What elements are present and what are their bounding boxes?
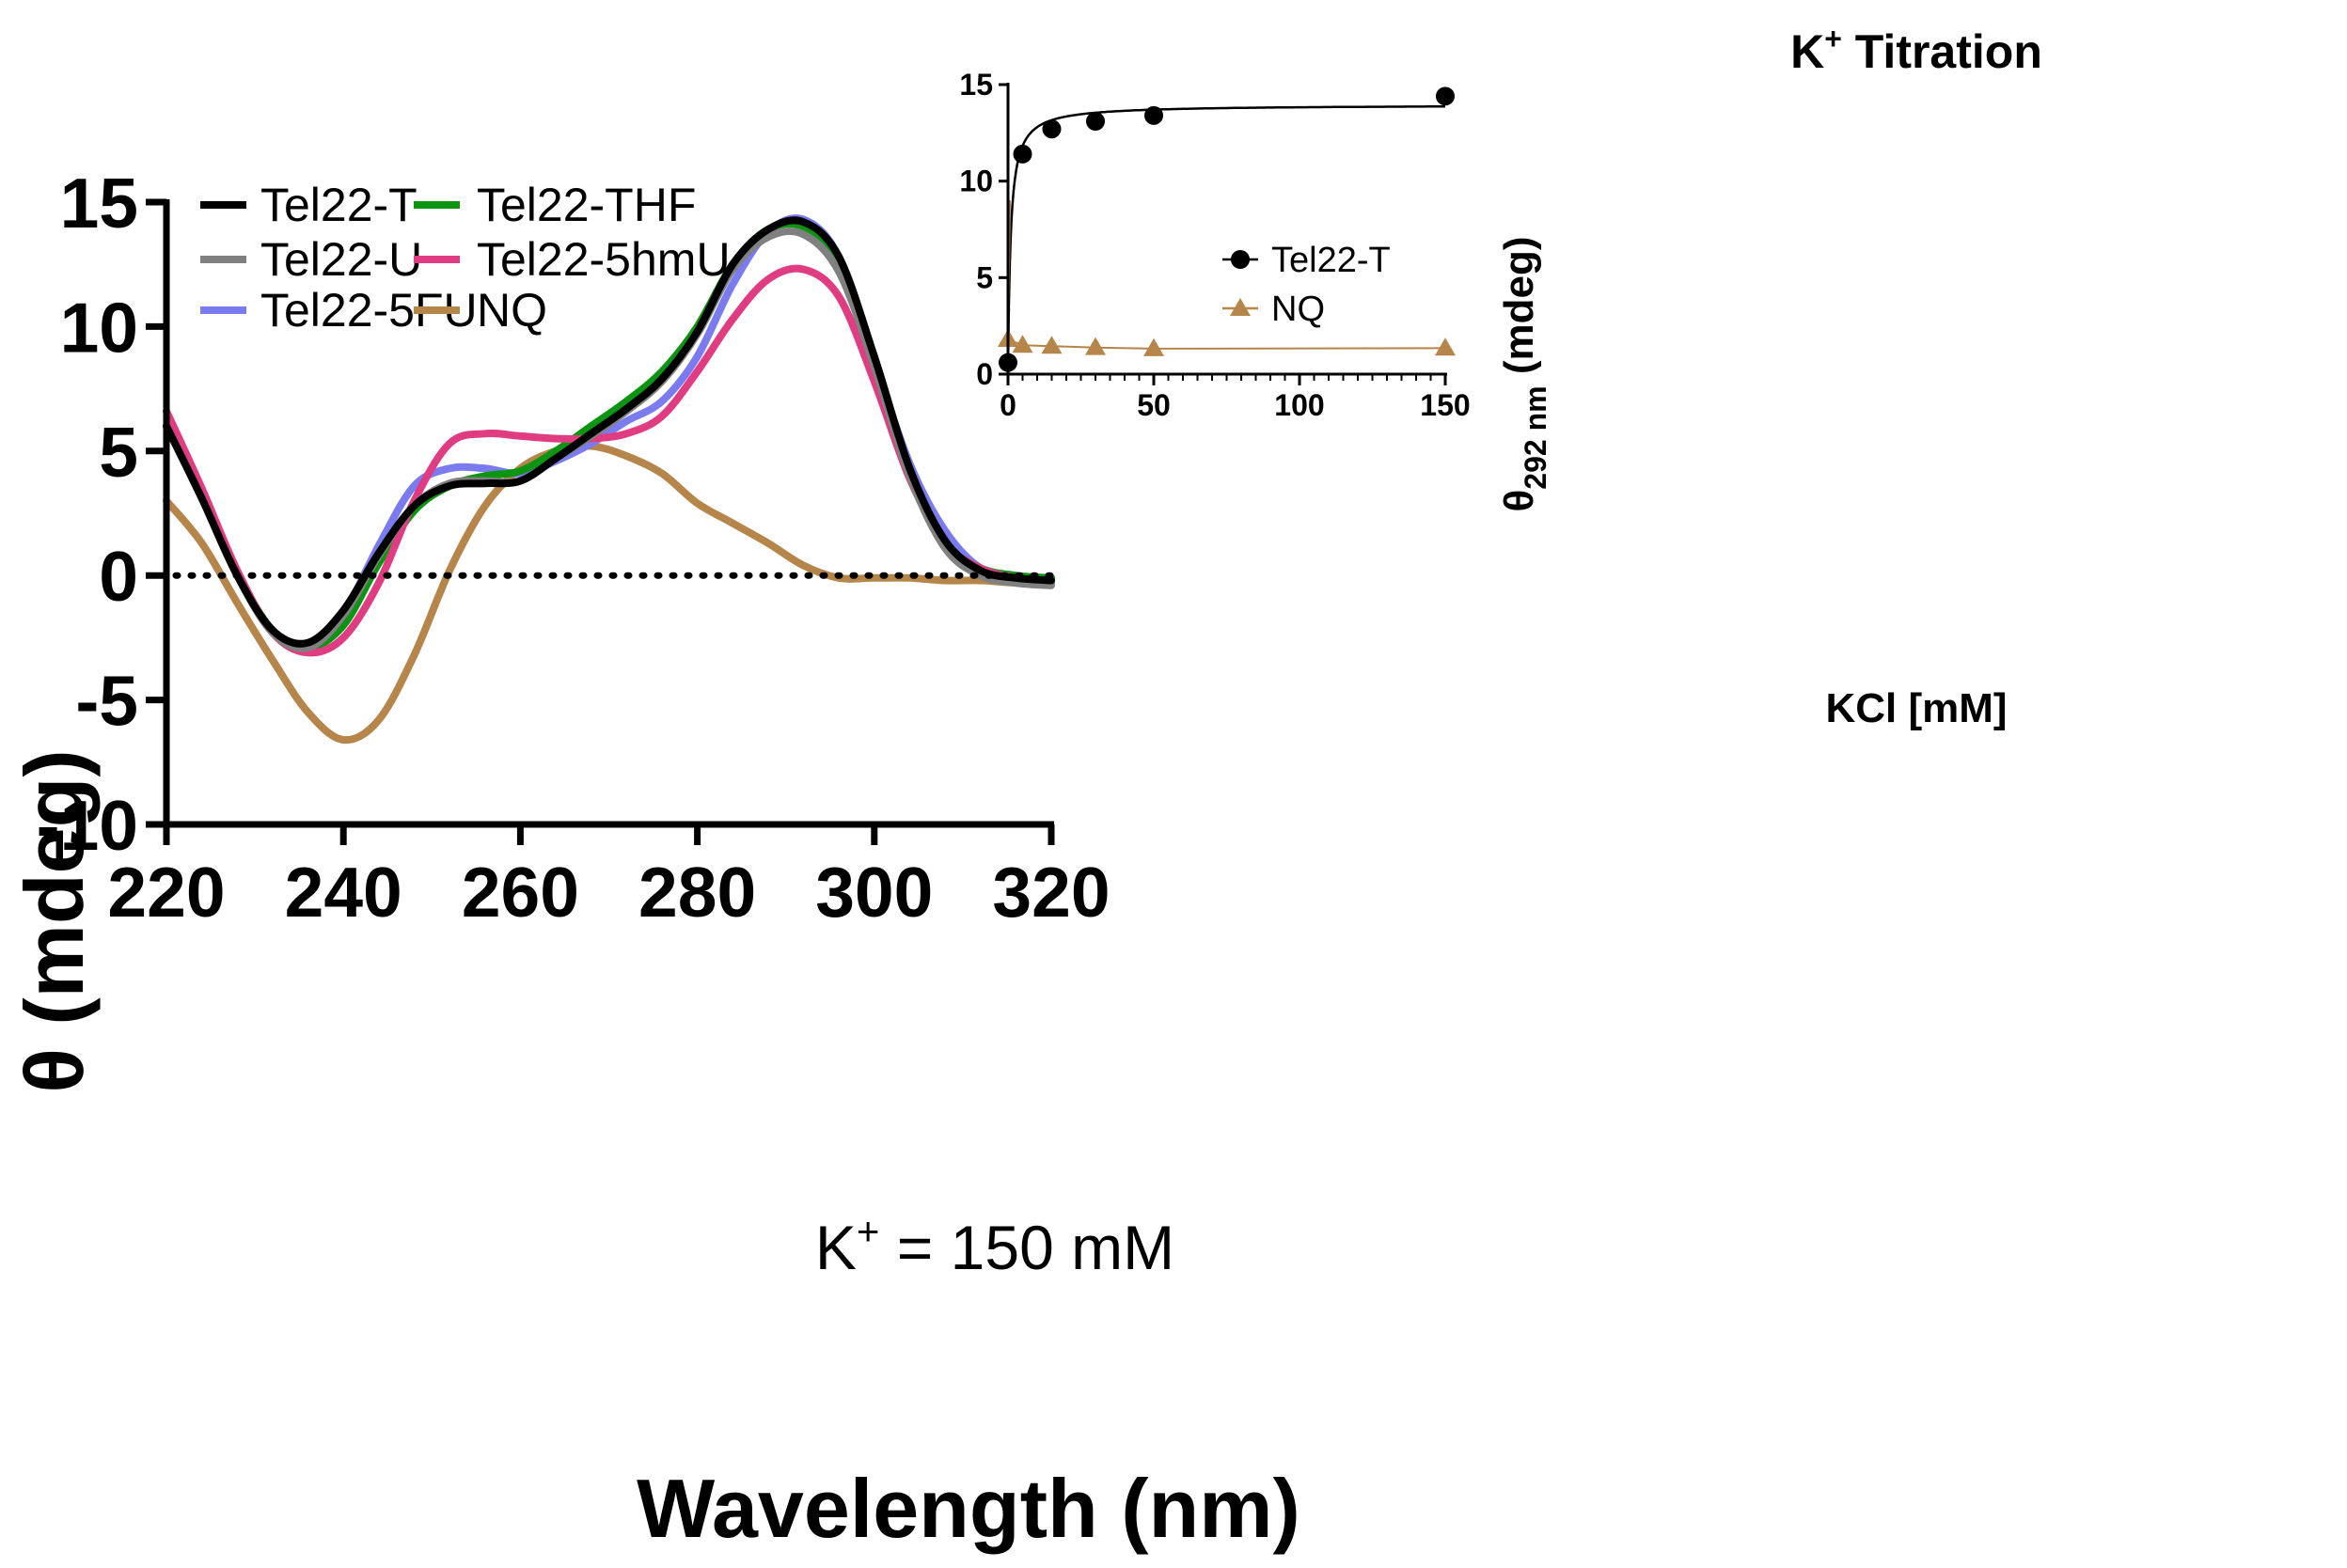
main-x-tick-label: 300	[815, 853, 933, 932]
inset-data-point	[1013, 144, 1032, 164]
inset-data-point	[1012, 335, 1033, 353]
inset-legend-item-nq: NQ	[1222, 290, 1325, 329]
inset-data-point	[1042, 119, 1062, 139]
legend-label: Tel22-THF	[477, 179, 696, 231]
main-y-tick-label: 0	[99, 537, 138, 616]
inset-data-point	[1041, 336, 1063, 354]
legend-label: Tel22-T	[260, 179, 417, 231]
inset-series-tel22-t	[999, 86, 1455, 374]
inset-x-tick-label: 50	[1137, 388, 1171, 422]
main-y-tick-label: 5	[99, 413, 138, 492]
inset-x-tick-label: 100	[1274, 388, 1324, 422]
legend-item-tel22-u: Tel22-U	[200, 233, 422, 286]
legend-item-tel22-thf: Tel22-THF	[414, 179, 696, 231]
inset-legend-label: NQ	[1271, 290, 1325, 329]
inset-legend-label: Tel22-T	[1271, 241, 1391, 280]
series-line-tel22-t	[163, 216, 1055, 648]
inset-data-point	[1143, 337, 1164, 356]
main-x-tick-label: 280	[638, 853, 756, 932]
inset-data-point	[1144, 105, 1163, 125]
main-x-axis-label: Wavelength (nm)	[637, 1462, 1300, 1555]
inset-y-axis-label: θ292 nm (mdeg)	[1496, 237, 1552, 512]
main-y-tick-label: 15	[60, 164, 138, 243]
inset-legend-item-tel22-t: Tel22-T	[1222, 241, 1391, 280]
legend-label: Tel22-U	[260, 233, 422, 286]
main-legend: Tel22-TTel22-UTel22-5FUTel22-THFTel22-5h…	[200, 179, 731, 337]
legend-label: NQ	[477, 284, 547, 337]
legend-item-nq: NQ	[414, 284, 547, 337]
inset-data-point	[1436, 86, 1455, 106]
inset-y-tick-label: 5	[976, 260, 993, 294]
inset-fit-curve	[1006, 105, 1445, 374]
inset-y-tick-label: 0	[976, 357, 993, 391]
main-cd-chart: -10 -5 0 5 10 15 220 240 260 280 300 320 Wavelength…	[8, 164, 1300, 1555]
inset-legend: Tel22-T NQ	[1222, 241, 1391, 329]
main-ticks: -10 -5 0 5 10 15 220 240 260 280 300 320	[37, 164, 1110, 932]
inset-x-tick-label: 0	[1000, 388, 1016, 422]
legend-item-tel22-5hmu: Tel22-5hmU	[414, 233, 731, 286]
main-y-axis-label: θ (mdeg)	[8, 749, 101, 1092]
potassium-concentration-annotation: K+ = 150 mM	[815, 1209, 1174, 1282]
inset-legend-marker	[1231, 250, 1250, 269]
inset-series-group	[998, 86, 1456, 374]
inset-title: K+ Titration	[1790, 22, 2042, 78]
inset-connector-line	[1007, 338, 1446, 350]
main-y-tick-label: -5	[75, 662, 138, 741]
inset-legend-marker	[1230, 298, 1251, 316]
main-x-tick-label: 220	[107, 853, 225, 932]
inset-data-point	[1086, 112, 1105, 132]
main-x-tick-label: 320	[992, 853, 1110, 932]
main-y-tick-label: 10	[60, 288, 138, 367]
main-y-tick-label: -10	[37, 786, 138, 865]
legend-label: Tel22-5hmU	[477, 233, 731, 286]
main-x-tick-label: 240	[285, 853, 402, 932]
inset-x-tick-label: 150	[1420, 388, 1470, 422]
inset-x-axis-label: KCl [mM]	[1825, 685, 2007, 731]
inset-data-point	[1435, 337, 1456, 356]
inset-y-tick-label: 10	[959, 165, 993, 198]
main-x-tick-label: 260	[462, 853, 579, 932]
inset-data-point	[1085, 337, 1106, 355]
inset-y-tick-label: 15	[959, 68, 993, 102]
legend-item-tel22-t: Tel22-T	[200, 179, 417, 231]
